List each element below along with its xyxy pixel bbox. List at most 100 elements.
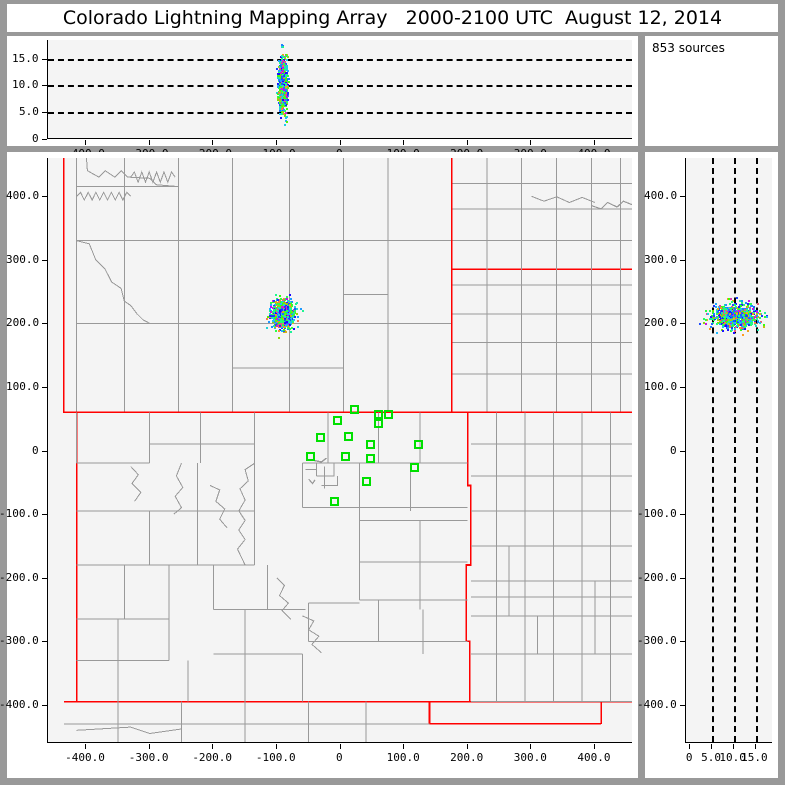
lightning-source-point <box>281 104 284 107</box>
lightning-source-point <box>286 295 289 298</box>
lightning-source-point <box>283 331 286 334</box>
lightning-source-point <box>284 306 286 309</box>
lightning-source-point <box>289 322 292 325</box>
lightning-source-point <box>288 310 291 313</box>
lightning-source-point <box>737 306 740 309</box>
lightning-source-point <box>270 311 273 314</box>
lma-station-marker[interactable] <box>414 439 424 449</box>
lightning-source-point <box>739 322 742 325</box>
lma-station-marker[interactable] <box>332 415 342 425</box>
lightning-source-point <box>273 315 275 317</box>
lightning-source-point <box>747 313 750 316</box>
gridline-vertical <box>755 158 758 742</box>
lma-station-marker[interactable] <box>362 476 372 486</box>
lightning-source-point <box>266 327 269 330</box>
lightning-source-point <box>283 329 286 332</box>
lightning-source-point <box>273 309 275 312</box>
lma-station-marker[interactable] <box>373 409 383 419</box>
lightning-source-point <box>740 321 743 323</box>
lightning-source-point <box>276 320 279 323</box>
lightning-source-point <box>729 316 732 319</box>
x-axis-tick-label: 200.0 <box>450 751 484 764</box>
lightning-source-point <box>742 324 745 327</box>
lightning-source-point <box>715 305 718 308</box>
lightning-source-point <box>738 303 741 306</box>
lightning-source-point <box>704 318 707 321</box>
lightning-source-point <box>283 319 286 322</box>
y-axis-tick-label: 0 <box>32 132 39 145</box>
lightning-source-point <box>723 312 726 315</box>
lightning-source-point <box>281 308 284 310</box>
lightning-source-point <box>736 312 739 315</box>
lma-station-marker[interactable] <box>365 439 375 449</box>
lightning-source-point <box>272 304 275 307</box>
gridline-horizontal <box>48 58 632 61</box>
lightning-source-point <box>286 72 289 75</box>
lightning-source-point <box>277 337 280 339</box>
lightning-source-point <box>756 317 759 320</box>
x-axis-tick <box>212 744 214 749</box>
lightning-source-point <box>735 311 738 314</box>
lightning-source-point <box>278 59 281 62</box>
lightning-source-point <box>756 303 759 306</box>
lightning-source-point <box>753 322 756 325</box>
lightning-source-point <box>280 72 283 75</box>
map-plot-area[interactable] <box>47 158 632 743</box>
lma-station-marker[interactable] <box>373 419 383 429</box>
lightning-source-point <box>281 320 284 323</box>
lma-station-marker[interactable] <box>306 452 316 462</box>
lightning-source-point <box>278 299 281 302</box>
lightning-source-point <box>721 318 723 321</box>
lightning-source-point <box>745 317 748 320</box>
lightning-source-point <box>729 318 732 321</box>
lightning-source-point <box>284 75 287 78</box>
lightning-source-point <box>734 330 737 333</box>
lightning-source-point <box>282 79 285 82</box>
lightning-source-point <box>283 326 286 329</box>
lightning-source-point <box>747 300 750 303</box>
lma-station-marker[interactable] <box>350 404 359 414</box>
lightning-source-point <box>726 308 729 311</box>
lightning-source-point <box>722 326 725 329</box>
lightning-source-point <box>735 296 738 299</box>
lma-station-marker[interactable] <box>365 453 375 463</box>
lightning-source-point <box>290 313 293 316</box>
lightning-source-point <box>280 108 283 111</box>
east-altitude-panel: 0 5.0 10.0 15.0 -400.0 -300.0 -200.0 -100.0 0 100… <box>637 152 778 778</box>
lightning-source-point <box>278 78 281 81</box>
lightning-source-point <box>737 323 740 326</box>
lma-station-marker[interactable] <box>341 452 351 462</box>
lma-station-marker[interactable] <box>384 409 394 419</box>
top-plot-area[interactable] <box>47 40 632 139</box>
lightning-source-point <box>284 316 286 319</box>
x-axis-tick-label: 5.0 <box>701 751 721 764</box>
y-axis-tick-label: 300.0 <box>6 252 40 266</box>
x-axis-tick-label: 15.0 <box>741 751 768 764</box>
lightning-source-point <box>730 305 733 308</box>
lma-station-marker[interactable] <box>316 433 326 443</box>
lightning-source-point <box>280 322 283 325</box>
lightning-source-point <box>286 65 288 68</box>
lightning-source-point <box>275 329 278 332</box>
lightning-source-point <box>722 320 725 323</box>
lightning-source-point <box>727 325 730 328</box>
lma-station-marker[interactable] <box>344 432 354 441</box>
lma-station-marker[interactable] <box>410 463 420 473</box>
lightning-source-point <box>281 55 284 57</box>
lma-station-marker[interactable] <box>330 496 340 506</box>
gridline-horizontal <box>48 112 632 115</box>
lightning-source-point <box>275 92 278 95</box>
lightning-source-point <box>712 312 714 315</box>
lightning-source-point <box>751 318 754 321</box>
lightning-source-point <box>273 310 276 313</box>
lightning-source-point <box>737 314 740 317</box>
lightning-source-point <box>291 310 294 313</box>
lightning-source-point <box>274 313 277 316</box>
lightning-source-point <box>286 120 289 123</box>
lightning-source-point <box>731 326 734 329</box>
lightning-source-point <box>731 304 734 307</box>
lightning-source-point <box>281 313 284 316</box>
lightning-source-point <box>275 307 278 310</box>
y-axis-tick-label: 0 <box>32 443 39 457</box>
east-plot-area[interactable] <box>685 158 772 743</box>
